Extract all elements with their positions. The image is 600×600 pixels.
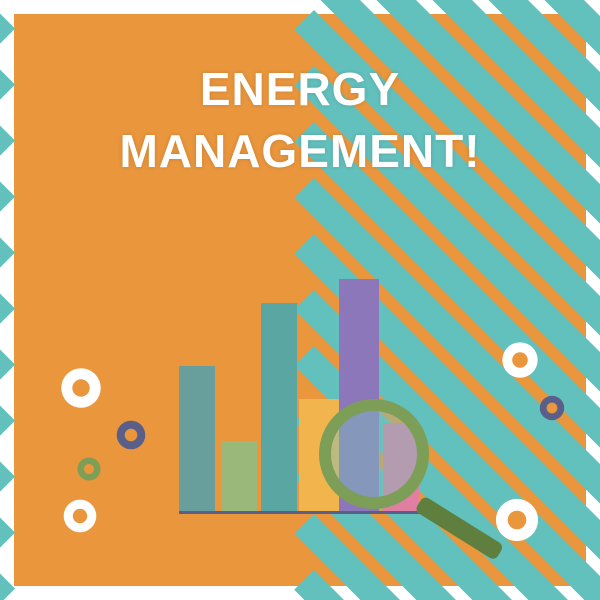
gear-icon-6 <box>486 489 548 551</box>
infographic-canvas: ENERGY MANAGEMENT! <box>0 0 600 600</box>
bar-0 <box>179 366 215 511</box>
gear-icon-4 <box>494 334 546 386</box>
title-line-2: MANAGEMENT! <box>14 124 586 178</box>
magnifier-lens-icon <box>319 399 429 509</box>
gear-icon-0 <box>52 359 110 417</box>
gear-icon-2 <box>72 452 106 486</box>
gear-icon-1 <box>110 414 152 456</box>
bar-2 <box>261 303 297 511</box>
gear-icon-5 <box>534 390 570 426</box>
chart-baseline <box>179 511 424 514</box>
bar-1 <box>221 441 257 511</box>
gear-icon-3 <box>56 492 104 540</box>
title-line-1: ENERGY <box>14 62 586 116</box>
